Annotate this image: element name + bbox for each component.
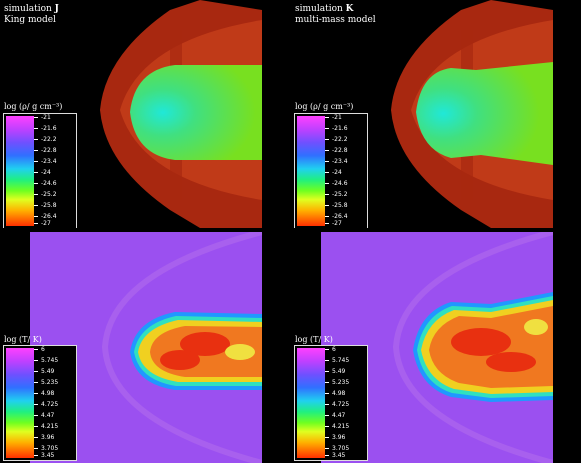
model-name: King model	[4, 15, 56, 25]
density-tick: -21	[325, 115, 342, 121]
density-tick: -26.4	[325, 214, 348, 220]
temperature-colorbar-label: log (T/ K)	[4, 335, 42, 344]
density-tick: -22.2	[34, 137, 57, 143]
temperature-tick: 4.98	[325, 391, 345, 397]
density-tick: -23.4	[34, 159, 57, 165]
density-tick: -22.8	[34, 148, 57, 154]
temperature-tick: 4.215	[34, 424, 58, 430]
temperature-colorbar-gradient	[297, 348, 325, 458]
density-tick: -25.8	[325, 203, 348, 209]
density-tick: -22.2	[325, 137, 348, 143]
temperature-tick: 3.45	[325, 453, 345, 459]
density-colorbar: -21 -21.6 -22.2 -22.8 -23.4 -24 -24.6 -2…	[3, 113, 77, 228]
density-map-j	[100, 0, 262, 228]
temperature-tick: 6	[325, 347, 336, 353]
temperature-colorbar-label: log (T/ K)	[295, 335, 333, 344]
temperature-colorbar: 6 5.745 5.49 5.235 4.98 4.725 4.47 4.215…	[3, 345, 77, 461]
temperature-tick: 5.49	[34, 369, 54, 375]
density-panel-k: simulation K multi-mass model log (ρ/ g …	[291, 0, 553, 228]
temperature-tick: 6	[34, 347, 45, 353]
panel-title-k: simulation K multi-mass model	[295, 4, 376, 26]
temperature-tick: 4.725	[34, 402, 58, 408]
temperature-tick: 4.47	[34, 413, 54, 419]
density-tick: -24	[325, 170, 342, 176]
simulation-letter: K	[345, 4, 354, 14]
temperature-tick: 5.235	[325, 380, 349, 386]
density-tick: -25.8	[34, 203, 57, 209]
model-name: multi-mass model	[295, 15, 376, 25]
temperature-tick: 5.745	[325, 358, 349, 364]
temperature-tick: 4.215	[325, 424, 349, 430]
density-tick: -21	[34, 115, 51, 121]
title-prefix: simulation	[295, 4, 346, 14]
temperature-tick: 5.235	[34, 380, 58, 386]
temperature-colorbar-gradient	[6, 348, 34, 458]
density-tick: -21.6	[325, 126, 348, 132]
density-colorbar: -21 -21.6 -22.2 -22.8 -23.4 -24 -24.6 -2…	[294, 113, 368, 228]
temperature-tick: 4.98	[34, 391, 54, 397]
temperature-tick: 5.745	[34, 358, 58, 364]
density-tick: -23.4	[325, 159, 348, 165]
density-colorbar-label: log (ρ/ g cm⁻³)	[295, 102, 354, 111]
simulation-letter: J	[54, 4, 59, 14]
panel-title-j: simulation J King model	[4, 4, 59, 26]
temperature-colorbar: 6 5.745 5.49 5.235 4.98 4.725 4.47 4.215…	[294, 345, 368, 461]
density-tick: -25.2	[325, 192, 348, 198]
temperature-panel-j: log (T/ K) 6 5.745 5.49 5.235 4.98 4.725…	[0, 232, 262, 463]
density-colorbar-label: log (ρ/ g cm⁻³)	[4, 102, 63, 111]
density-map-k	[391, 0, 553, 228]
density-tick: -25.2	[34, 192, 57, 198]
temperature-tick: 3.96	[34, 435, 54, 441]
density-tick: -22.8	[325, 148, 348, 154]
density-colorbar-gradient	[297, 116, 325, 226]
density-tick: -24	[34, 170, 51, 176]
temperature-tick: 3.705	[325, 446, 349, 452]
temperature-tick: 5.49	[325, 369, 345, 375]
temperature-tick: 3.45	[34, 453, 54, 459]
density-tick: -24.6	[34, 181, 57, 187]
temperature-tick: 3.705	[34, 446, 58, 452]
temperature-tick: 4.725	[325, 402, 349, 408]
temperature-panel-k: log (T/ K) 6 5.745 5.49 5.235 4.98 4.725…	[291, 232, 553, 463]
density-tick: -27	[34, 221, 51, 227]
temperature-tick: 3.96	[325, 435, 345, 441]
density-tick: -27	[325, 221, 342, 227]
density-tick: -26.4	[34, 214, 57, 220]
density-tick: -21.6	[34, 126, 57, 132]
temperature-tick: 4.47	[325, 413, 345, 419]
density-colorbar-gradient	[6, 116, 34, 226]
title-prefix: simulation	[4, 4, 55, 14]
density-panel-j: simulation J King model log (ρ/ g cm⁻³) …	[0, 0, 262, 228]
density-tick: -24.6	[325, 181, 348, 187]
